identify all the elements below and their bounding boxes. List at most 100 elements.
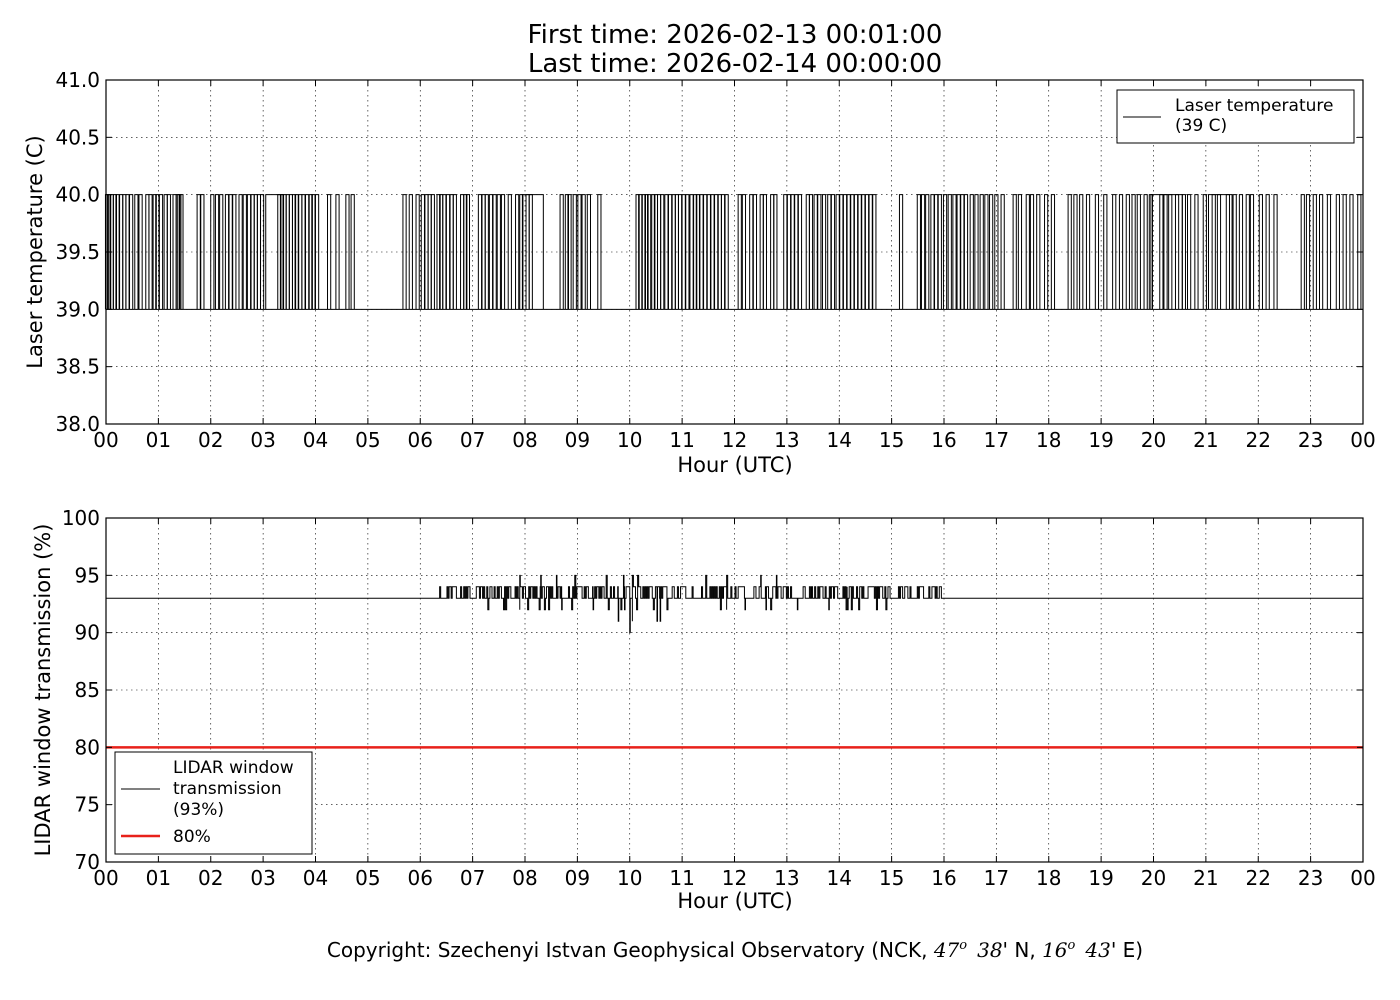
copyright-text: Copyright: Szechenyi Istvan Geophysical … xyxy=(327,938,1143,962)
longitude-degree-sign: o xyxy=(1068,938,1076,953)
y-tick-label: 80 xyxy=(75,735,100,759)
laser-spike xyxy=(1000,194,1005,310)
laser-spike xyxy=(115,194,120,310)
laser-spike xyxy=(937,194,942,310)
lidar-transmission-line xyxy=(106,574,1363,634)
x-tick-label: 08 xyxy=(512,866,537,890)
laser-spike xyxy=(963,194,969,310)
x-tick-label: 00 xyxy=(93,866,118,890)
x-tick-label: 17 xyxy=(984,866,1009,890)
laser-spike xyxy=(129,194,134,310)
y-tick-label: 95 xyxy=(75,563,100,587)
laser-spike xyxy=(200,194,205,310)
plot-area xyxy=(104,194,1363,310)
laser-spike xyxy=(797,194,803,310)
x-tick-label: 03 xyxy=(250,428,275,452)
laser-spike xyxy=(492,194,497,310)
y-axis-label: LIDAR window transmission (%) xyxy=(31,524,55,857)
laser-spike xyxy=(667,194,673,310)
laser-plateau xyxy=(521,194,544,310)
laser-spike xyxy=(1050,194,1056,310)
laser-plateau xyxy=(265,194,284,310)
laser-spike xyxy=(1073,194,1078,310)
legend-label-line1: Laser temperature xyxy=(1175,96,1333,116)
laser-spike xyxy=(1238,194,1244,310)
laser-spike xyxy=(1163,194,1168,310)
latitude-suffix: ' N, xyxy=(1003,938,1043,962)
x-axis-label: Hour (UTC) xyxy=(677,453,792,477)
x-tick-label: 04 xyxy=(303,866,328,890)
laser-spike xyxy=(783,194,788,310)
laser-spike xyxy=(925,194,930,310)
y-axis: 38.0 38.5 39.0 39.5 40.0 40.5 41.0 xyxy=(55,68,1363,436)
x-tick-label: 00 xyxy=(1350,428,1375,452)
laser-spike xyxy=(974,194,979,310)
laser-spike xyxy=(808,194,814,310)
laser-spike xyxy=(681,194,686,310)
x-tick-label: 10 xyxy=(617,428,642,452)
y-tick-label: 38.0 xyxy=(55,412,100,436)
x-tick-label: 06 xyxy=(408,866,433,890)
laser-spike xyxy=(1312,194,1317,310)
x-tick-label: 23 xyxy=(1298,866,1323,890)
figure-title-line1: First time: 2026-02-13 00:01:00 xyxy=(528,20,943,50)
laser-spike xyxy=(1025,194,1030,310)
laser-spike xyxy=(112,194,118,310)
laser-spike xyxy=(134,194,139,310)
laser-spike xyxy=(430,194,435,310)
laser-spike xyxy=(1029,194,1035,310)
x-tick-label: 11 xyxy=(669,866,694,890)
x-tick-label: 22 xyxy=(1246,866,1271,890)
laser-spike xyxy=(196,194,201,310)
laser-spike xyxy=(484,194,489,310)
laser-spike xyxy=(1131,194,1136,310)
laser-spike xyxy=(214,194,220,310)
laser-spike xyxy=(956,194,961,310)
figure-title-line2: Last time: 2026-02-14 00:00:00 xyxy=(528,49,942,79)
latitude-minutes: 38 xyxy=(977,938,1002,962)
laser-spike xyxy=(994,194,999,310)
laser-spike xyxy=(762,194,767,310)
laser-spike xyxy=(695,194,700,310)
y-tick-label: 85 xyxy=(75,678,100,702)
laser-spike xyxy=(706,194,711,310)
x-tick-label: 09 xyxy=(565,866,590,890)
x-tick-label: 14 xyxy=(827,428,852,452)
x-tick-label: 05 xyxy=(355,866,380,890)
laser-spike xyxy=(952,194,957,310)
legend: LIDAR window transmission (93%) 80% xyxy=(114,751,313,855)
laser-spike xyxy=(1326,194,1332,310)
laser-spike xyxy=(989,194,994,310)
laser-spike xyxy=(1211,194,1216,310)
laser-spike xyxy=(402,194,407,310)
laser-spike xyxy=(638,194,643,310)
laser-spike xyxy=(872,194,877,310)
laser-temperature-chart: 00 01 02 03 04 05 06 07 08 09 10 11 12 13 14 15 16 17 18 19… xyxy=(23,68,1376,477)
laser-spike xyxy=(830,194,836,310)
laser-spike xyxy=(1245,194,1250,310)
laser-spike xyxy=(1249,194,1255,310)
longitude-suffix: ' E) xyxy=(1111,938,1143,962)
laser-spike xyxy=(1265,194,1270,310)
laser-spike xyxy=(1258,194,1263,310)
x-tick-label: 02 xyxy=(198,866,223,890)
laser-spike xyxy=(228,194,233,310)
laser-spike xyxy=(1118,194,1124,310)
laser-spike xyxy=(345,194,350,310)
laser-spike xyxy=(1094,194,1100,310)
laser-spike xyxy=(577,194,582,310)
laser-spike xyxy=(827,194,832,310)
laser-spike xyxy=(564,194,569,310)
laser-spike xyxy=(528,194,533,310)
x-tick-label: 08 xyxy=(512,428,537,452)
laser-spike xyxy=(1085,194,1091,310)
laser-spike xyxy=(1232,194,1237,310)
laser-spike xyxy=(452,194,457,310)
laser-spike xyxy=(1112,194,1117,310)
copyright-prefix: Copyright: Szechenyi Istvan Geophysical … xyxy=(327,938,934,962)
laser-spike xyxy=(947,194,952,310)
laser-spike xyxy=(790,194,795,310)
laser-spike xyxy=(724,194,729,310)
legend-box xyxy=(114,751,313,855)
